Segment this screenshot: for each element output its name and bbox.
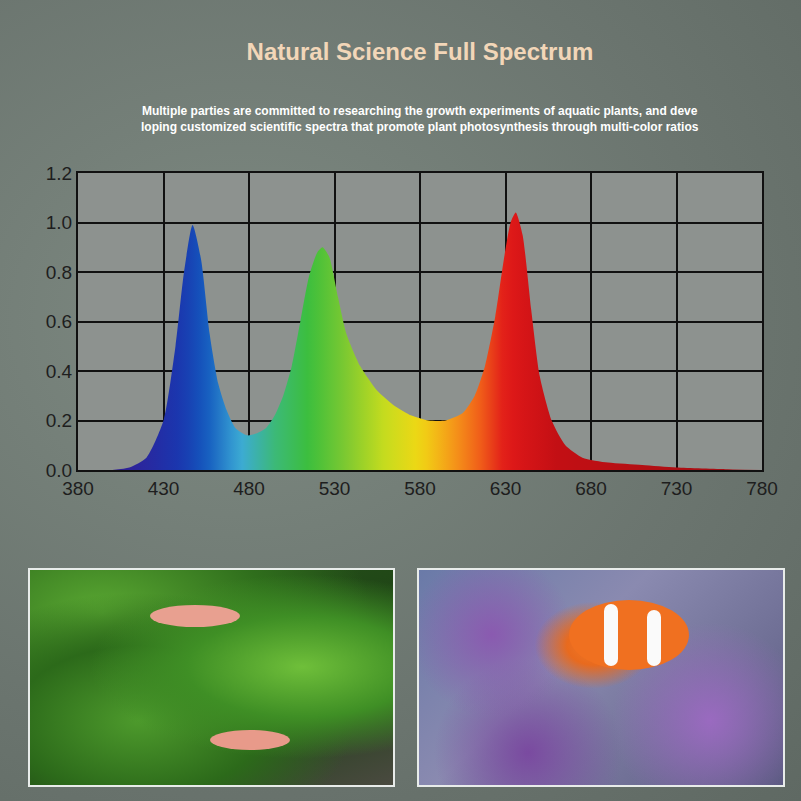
svg-text:0.0: 0.0 <box>46 460 72 481</box>
svg-text:0.6: 0.6 <box>46 311 72 332</box>
svg-text:Multiple parties are committed: Multiple parties are committed to resear… <box>141 104 699 134</box>
svg-text:730: 730 <box>661 478 693 499</box>
svg-text:480: 480 <box>233 478 265 499</box>
svg-text:780: 780 <box>746 478 778 499</box>
svg-text:0.2: 0.2 <box>46 410 72 431</box>
svg-text:680: 680 <box>575 478 607 499</box>
svg-text:430: 430 <box>148 478 180 499</box>
svg-text:1.2: 1.2 <box>46 163 72 184</box>
svg-text:630: 630 <box>490 478 522 499</box>
svg-text:0.8: 0.8 <box>46 262 72 283</box>
svg-text:530: 530 <box>319 478 351 499</box>
svg-text:380: 380 <box>62 478 94 499</box>
svg-text:0.4: 0.4 <box>46 361 73 382</box>
svg-text:580: 580 <box>404 478 436 499</box>
svg-text:Natural Science Full Spectrum: Natural Science Full Spectrum <box>247 38 594 65</box>
svg-text:1.0: 1.0 <box>46 212 72 233</box>
